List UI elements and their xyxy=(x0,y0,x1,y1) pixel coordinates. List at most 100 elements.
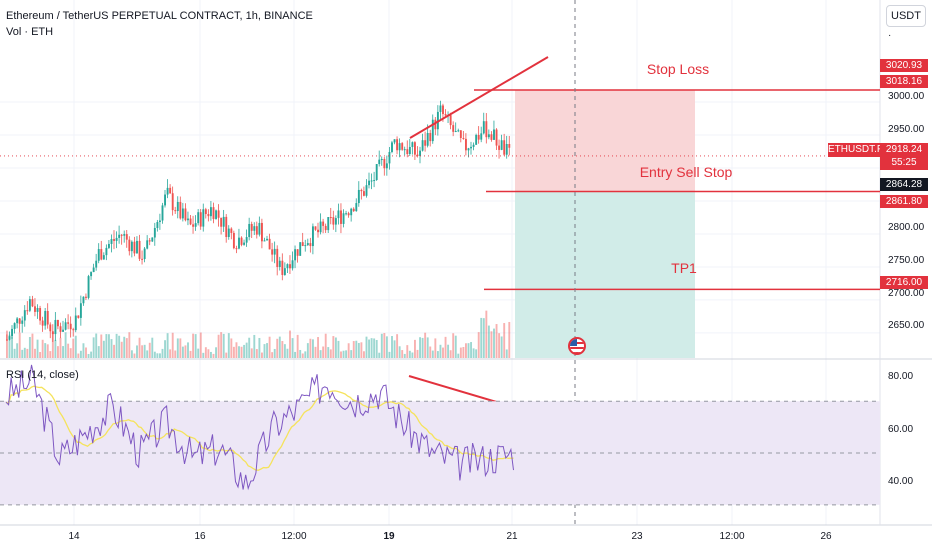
volume-bar xyxy=(459,347,462,358)
volume-bar xyxy=(406,345,409,358)
us-flag-event-icon[interactable] xyxy=(568,337,586,355)
candle xyxy=(319,221,322,233)
candle xyxy=(403,149,406,151)
volume-bar xyxy=(414,339,416,358)
candle xyxy=(207,214,210,217)
volume-bar xyxy=(159,353,161,358)
volume-bar xyxy=(503,323,506,358)
volume-bar xyxy=(500,336,503,358)
volume-bar xyxy=(85,347,87,358)
volume-bar xyxy=(79,350,82,358)
volume-bar xyxy=(281,341,284,358)
candle xyxy=(391,142,393,152)
volume-bar xyxy=(28,336,31,358)
volume-bar xyxy=(363,351,365,358)
candle xyxy=(95,260,98,268)
volume-bar xyxy=(434,338,437,358)
volume-bar xyxy=(41,339,44,358)
currency-button[interactable]: USDT xyxy=(886,5,926,27)
volume-bar xyxy=(215,347,217,358)
candle xyxy=(118,234,121,238)
candle xyxy=(278,260,281,267)
rsi-tick-60: 60.00 xyxy=(888,424,914,435)
candle xyxy=(39,307,42,321)
volume-bar xyxy=(222,333,225,358)
volume-bar xyxy=(92,337,95,358)
candle xyxy=(273,248,276,255)
volume-bar xyxy=(227,333,230,358)
volume-bar xyxy=(360,342,363,358)
volume-bar xyxy=(59,337,62,358)
volume-bar xyxy=(493,328,495,358)
candle xyxy=(16,318,19,324)
volume-bar xyxy=(204,347,207,358)
candle xyxy=(487,134,490,138)
price-tick-2800: 2800.00 xyxy=(888,222,925,233)
candle xyxy=(393,139,396,143)
volume-bar xyxy=(299,349,302,358)
candle xyxy=(210,207,212,217)
candle xyxy=(373,179,376,181)
volume-bar xyxy=(232,346,235,358)
candle xyxy=(36,307,39,312)
candle xyxy=(194,223,197,227)
volume-bar xyxy=(161,348,164,358)
volume-bar xyxy=(8,334,11,358)
volume-bar xyxy=(317,337,319,358)
candle xyxy=(419,150,421,156)
rsi-line xyxy=(5,364,514,491)
price-tick-2950: 2950.00 xyxy=(888,124,925,135)
candle xyxy=(263,240,266,242)
volume-bar xyxy=(498,333,501,358)
candle xyxy=(26,310,29,312)
reward-zone xyxy=(515,191,695,358)
volume-bar xyxy=(401,350,404,358)
rsi-ma-line xyxy=(5,385,514,471)
volume-bar xyxy=(289,330,291,358)
candle xyxy=(276,248,279,267)
candle xyxy=(365,185,368,196)
volume-bar xyxy=(342,350,345,358)
volume-bar xyxy=(426,337,429,358)
volume-bar xyxy=(391,336,393,358)
candle xyxy=(212,207,215,219)
candle xyxy=(153,228,156,238)
candle xyxy=(21,320,24,324)
candle xyxy=(429,132,432,142)
candle xyxy=(164,194,166,206)
volume-bar xyxy=(322,346,325,358)
candle xyxy=(215,210,217,219)
candle xyxy=(54,319,57,335)
candle xyxy=(457,130,460,132)
volume-bar xyxy=(141,345,144,358)
candle xyxy=(368,180,370,186)
candle xyxy=(79,303,82,318)
volume-bar xyxy=(82,343,85,358)
volume-bar xyxy=(34,348,36,358)
volume-bar xyxy=(62,346,64,358)
volume-bar xyxy=(271,352,274,358)
candle xyxy=(97,249,100,261)
candle xyxy=(82,296,85,304)
volume-bar xyxy=(368,339,370,358)
candle xyxy=(90,272,93,277)
candle xyxy=(401,143,404,150)
candle xyxy=(184,208,187,221)
candle xyxy=(108,243,110,248)
volume-bar xyxy=(69,348,72,358)
volume-bar xyxy=(184,345,187,358)
volume-bar xyxy=(261,352,263,358)
volume-bar xyxy=(452,333,455,358)
volume-bar xyxy=(312,339,314,358)
volume-bar xyxy=(192,333,195,358)
volume-bar xyxy=(13,348,16,358)
candle xyxy=(385,163,388,169)
volume-bar xyxy=(273,348,276,358)
candle xyxy=(498,145,501,150)
candle xyxy=(261,222,263,242)
candle xyxy=(18,318,21,324)
candle xyxy=(495,129,498,146)
candle xyxy=(340,210,342,224)
volume-bar xyxy=(380,333,383,358)
